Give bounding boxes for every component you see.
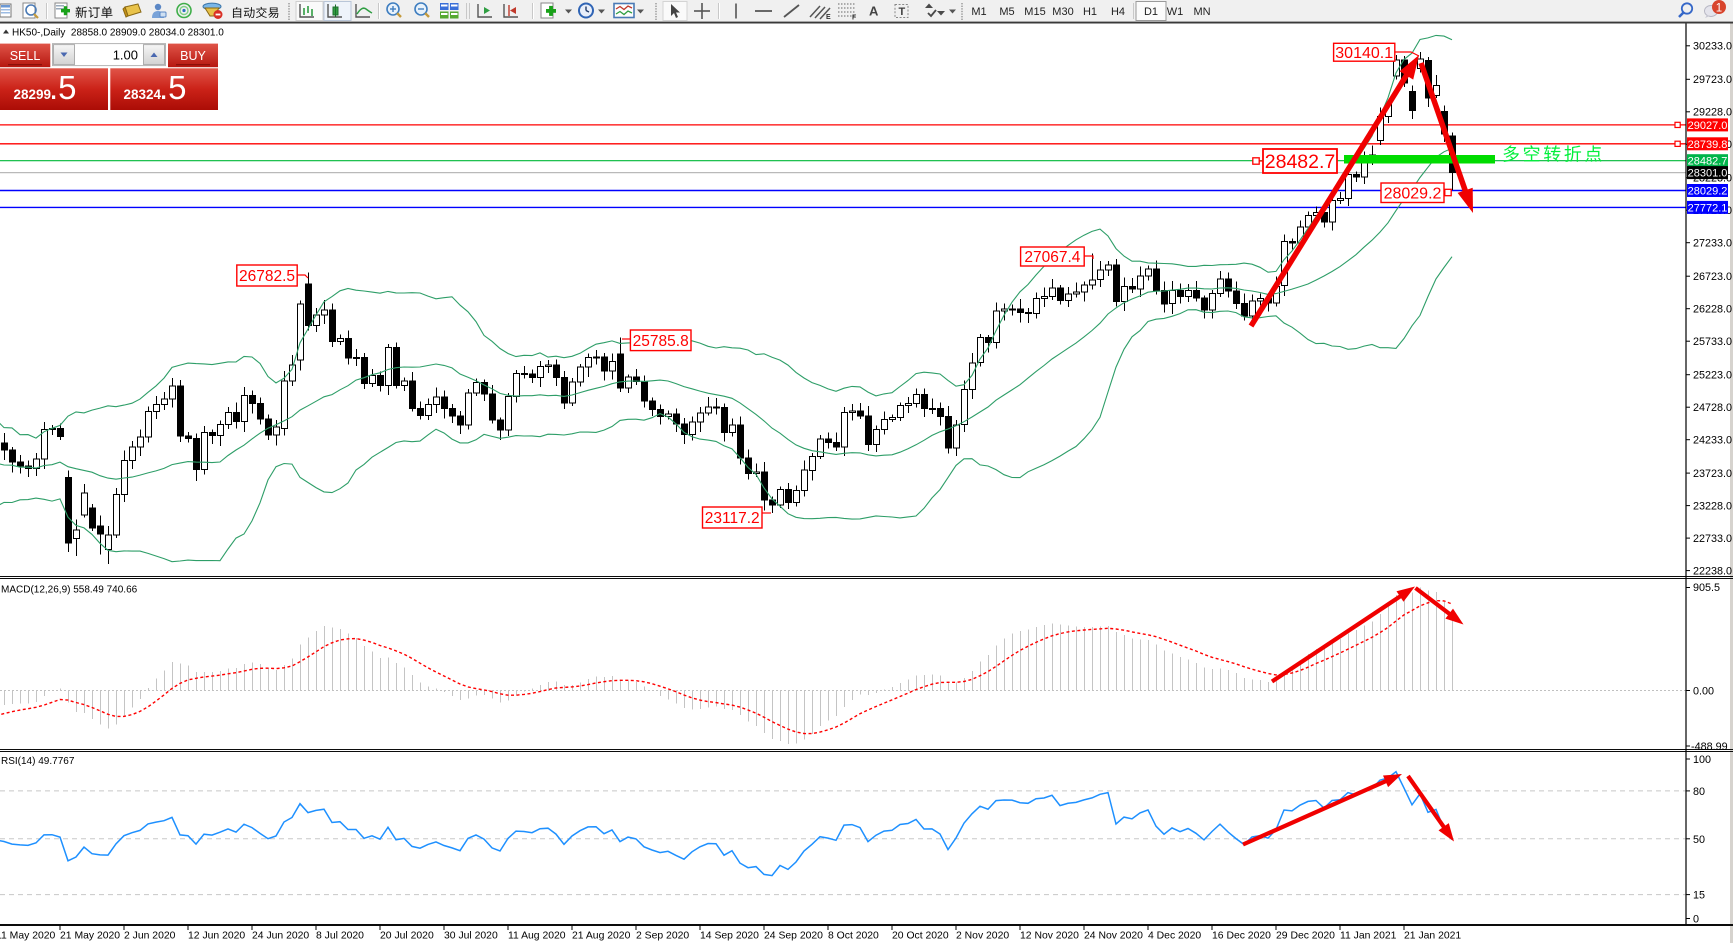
svg-text:M1: M1 <box>971 6 986 18</box>
svg-text:2 Nov 2020: 2 Nov 2020 <box>956 931 1009 942</box>
svg-text:F: F <box>852 15 857 22</box>
svg-text:MACD(12,26,9) 558.49 740.66: MACD(12,26,9) 558.49 740.66 <box>1 585 138 596</box>
svg-text:4 Dec 2020: 4 Dec 2020 <box>1148 931 1201 942</box>
svg-text:26723.0: 26723.0 <box>1693 271 1732 283</box>
svg-text:12 Nov 2020: 12 Nov 2020 <box>1020 931 1079 942</box>
svg-text:20 Jul 2020: 20 Jul 2020 <box>380 931 434 942</box>
svg-text:1.00: 1.00 <box>113 48 138 63</box>
svg-text:-488.99: -488.99 <box>1691 741 1728 753</box>
svg-text:29027.0: 29027.0 <box>1688 120 1728 132</box>
svg-text:HK50-,Daily 28858.0 28909.0 2: HK50-,Daily 28858.0 28909.0 28034.0 2830… <box>12 28 224 39</box>
svg-text:28482.7: 28482.7 <box>1265 151 1336 173</box>
svg-text:29723.0: 29723.0 <box>1693 74 1732 86</box>
svg-text:24 Jun 2020: 24 Jun 2020 <box>252 931 309 942</box>
svg-text:30233.0: 30233.0 <box>1693 41 1732 53</box>
svg-text:905.5: 905.5 <box>1693 582 1720 594</box>
svg-text:50: 50 <box>1693 834 1705 846</box>
svg-text:28029.2: 28029.2 <box>1688 186 1728 198</box>
svg-text:25223.0: 25223.0 <box>1693 370 1732 382</box>
svg-text:W1: W1 <box>1167 6 1184 18</box>
svg-text:24233.0: 24233.0 <box>1693 435 1732 447</box>
svg-text:15: 15 <box>1693 890 1705 902</box>
svg-text:M30: M30 <box>1052 6 1073 18</box>
svg-text:8 Oct 2020: 8 Oct 2020 <box>828 931 879 942</box>
svg-text:M5: M5 <box>999 6 1014 18</box>
svg-text:26782.5: 26782.5 <box>239 268 295 285</box>
svg-text:D1: D1 <box>1144 6 1158 18</box>
svg-text:28301.0: 28301.0 <box>1688 168 1728 180</box>
svg-text:16 Dec 2020: 16 Dec 2020 <box>1212 931 1271 942</box>
svg-text:2 Sep 2020: 2 Sep 2020 <box>636 931 689 942</box>
svg-text:26228.0: 26228.0 <box>1693 304 1732 316</box>
svg-text:27233.0: 27233.0 <box>1693 238 1732 250</box>
svg-text:24 Sep 2020: 24 Sep 2020 <box>764 931 823 942</box>
svg-text:E: E <box>826 14 831 21</box>
svg-text:21 Jan 2021: 21 Jan 2021 <box>1404 931 1461 942</box>
svg-text:30 Jul 2020: 30 Jul 2020 <box>444 931 498 942</box>
svg-text:21 Aug 2020: 21 Aug 2020 <box>572 931 631 942</box>
svg-text:23117.2: 23117.2 <box>705 510 760 527</box>
svg-text:H4: H4 <box>1111 6 1125 18</box>
svg-text:14 Sep 2020: 14 Sep 2020 <box>700 931 759 942</box>
svg-text:100: 100 <box>1693 754 1711 766</box>
svg-text:RSI(14) 49.7767: RSI(14) 49.7767 <box>1 756 75 767</box>
svg-text:27772.1: 27772.1 <box>1688 202 1728 214</box>
svg-text:28324: 28324 <box>124 87 162 102</box>
svg-text:2 Jun 2020: 2 Jun 2020 <box>124 931 176 942</box>
svg-text:8 Jul 2020: 8 Jul 2020 <box>316 931 364 942</box>
svg-text:25733.0: 25733.0 <box>1693 336 1732 348</box>
svg-text:25785.8: 25785.8 <box>633 333 689 350</box>
svg-text:.5: .5 <box>49 69 77 106</box>
svg-text:28299: 28299 <box>14 87 52 102</box>
svg-text:11 Jan 2021: 11 Jan 2021 <box>1340 931 1397 942</box>
svg-text:A: A <box>869 4 879 19</box>
svg-text:21 May 2020: 21 May 2020 <box>60 931 120 942</box>
svg-text:80: 80 <box>1693 786 1705 798</box>
svg-text:0.00: 0.00 <box>1693 686 1714 698</box>
svg-text:28482.7: 28482.7 <box>1688 156 1728 168</box>
svg-text:23723.0: 23723.0 <box>1693 468 1732 480</box>
svg-text:BUY: BUY <box>180 49 206 63</box>
svg-text:22238.0: 22238.0 <box>1693 565 1732 577</box>
svg-text:30140.1: 30140.1 <box>1335 45 1393 62</box>
svg-text:20 Oct 2020: 20 Oct 2020 <box>892 931 949 942</box>
svg-text:22733.0: 22733.0 <box>1693 533 1732 545</box>
svg-text:1: 1 <box>1716 3 1722 15</box>
svg-text:23228.0: 23228.0 <box>1693 500 1732 512</box>
svg-text:28739.8: 28739.8 <box>1688 139 1728 151</box>
svg-text:29 Dec 2020: 29 Dec 2020 <box>1276 931 1335 942</box>
svg-text:24 Nov 2020: 24 Nov 2020 <box>1084 931 1143 942</box>
svg-text:H1: H1 <box>1083 6 1097 18</box>
svg-text:27067.4: 27067.4 <box>1024 249 1080 266</box>
svg-text:11 Aug 2020: 11 Aug 2020 <box>508 931 566 942</box>
svg-text:.5: .5 <box>159 69 187 106</box>
svg-text:MN: MN <box>1193 6 1210 18</box>
svg-text:M15: M15 <box>1024 6 1045 18</box>
svg-text:24728.0: 24728.0 <box>1693 402 1732 414</box>
svg-text:12 Jun 2020: 12 Jun 2020 <box>188 931 245 942</box>
svg-text:0: 0 <box>1693 914 1699 926</box>
svg-text:28029.2: 28029.2 <box>1384 186 1442 203</box>
svg-text:11 May 2020: 11 May 2020 <box>0 931 56 942</box>
svg-text:T: T <box>899 6 906 18</box>
svg-text:29228.0: 29228.0 <box>1693 107 1732 119</box>
svg-text:SELL: SELL <box>10 49 41 63</box>
